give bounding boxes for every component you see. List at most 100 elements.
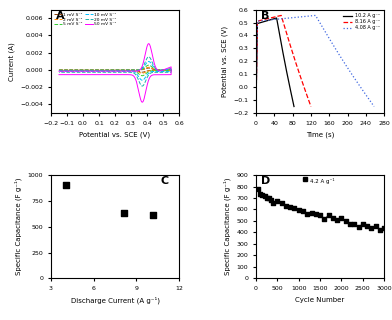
1 mV S⁻¹ (140, 70, 145, 74)
8.16 A g⁻¹ (262, 18, 267, 21)
2 mV S⁻¹ (56, 68, 61, 72)
5 mV S⁻¹ (140, 74, 145, 78)
10.2 A g⁻¹ (261, 20, 265, 24)
50 mV S⁻¹ (56, 69, 61, 73)
1 mV S⁻¹ (56, 68, 61, 72)
1 mV S⁻¹ (102, 68, 106, 72)
Point (268, 197, 274, 202)
20 mV S⁻¹ (105, 70, 110, 74)
Point (291, 205, 298, 210)
10.2 A g⁻¹ (254, 105, 258, 108)
Point (372, 223, 379, 228)
4.08 A g⁻¹ (254, 51, 259, 54)
50 mV S⁻¹ (80, 69, 84, 73)
Point (151, 213, 157, 218)
Text: C: C (161, 176, 169, 186)
Point (309, 210, 315, 215)
20 mV S⁻¹ (56, 68, 61, 72)
4.08 A g⁻¹ (254, 69, 259, 73)
1 mV S⁻¹ (146, 66, 151, 70)
Point (313, 212, 319, 217)
10.2 A g⁻¹ (290, 99, 295, 102)
Point (270, 200, 276, 205)
4.08 A g⁻¹ (288, 16, 292, 20)
Line: 2 mV S⁻¹: 2 mV S⁻¹ (59, 67, 171, 73)
50 mV S⁻¹ (146, 42, 151, 45)
2 mV S⁻¹ (140, 71, 145, 75)
Point (287, 205, 293, 210)
Line: 50 mV S⁻¹: 50 mV S⁻¹ (59, 44, 171, 102)
Text: 4.2 A g⁻¹: 4.2 A g⁻¹ (310, 178, 334, 184)
20 mV S⁻¹ (80, 68, 84, 72)
4.08 A g⁻¹ (272, 18, 276, 21)
2 mV S⁻¹ (56, 68, 61, 72)
Point (368, 225, 374, 230)
X-axis label: Time (s): Time (s) (306, 131, 334, 138)
10 mV S⁻¹ (127, 69, 131, 73)
Text: A: A (56, 11, 65, 20)
Line: 1 mV S⁻¹: 1 mV S⁻¹ (59, 68, 171, 72)
Point (255, 186, 261, 191)
Point (274, 198, 281, 204)
4.08 A g⁻¹ (313, 13, 318, 17)
Y-axis label: Current (A): Current (A) (8, 42, 15, 81)
5 mV S⁻¹ (148, 64, 152, 68)
50 mV S⁻¹ (127, 73, 131, 76)
Legend: 1 mV S⁻¹, 2 mV S⁻¹, 5 mV S⁻¹, 10 mV S⁻¹, 20 mV S⁻¹, 50 mV S⁻¹: 1 mV S⁻¹, 2 mV S⁻¹, 5 mV S⁻¹, 10 mV S⁻¹,… (53, 12, 117, 27)
50 mV S⁻¹ (56, 73, 61, 76)
Point (304, 212, 310, 217)
5 mV S⁻¹ (127, 69, 131, 73)
1 mV S⁻¹ (56, 68, 61, 72)
Text: B: B (261, 11, 270, 20)
50 mV S⁻¹ (156, 68, 160, 72)
Y-axis label: Specific Capacitance (F g⁻¹): Specific Capacitance (F g⁻¹) (223, 178, 231, 276)
10.2 A g⁻¹ (254, 52, 259, 56)
Point (360, 221, 366, 226)
Point (343, 219, 349, 224)
Point (325, 213, 332, 218)
X-axis label: Cycle Number: Cycle Number (296, 297, 345, 303)
Text: D: D (261, 176, 270, 186)
Y-axis label: Specific Capacitance (F g⁻¹): Specific Capacitance (F g⁻¹) (15, 178, 22, 276)
50 mV S⁻¹ (140, 100, 145, 104)
Point (278, 201, 285, 206)
10 mV S⁻¹ (146, 60, 151, 63)
2 mV S⁻¹ (148, 66, 152, 69)
Point (300, 209, 306, 214)
8.16 A g⁻¹ (305, 93, 309, 97)
Point (334, 218, 340, 223)
10 mV S⁻¹ (148, 60, 152, 64)
1 mV S⁻¹ (105, 68, 110, 72)
5 mV S⁻¹ (156, 68, 160, 72)
2 mV S⁻¹ (146, 65, 151, 69)
10.2 A g⁻¹ (274, 16, 279, 20)
Point (257, 191, 263, 196)
20 mV S⁻¹ (102, 70, 106, 74)
2 mV S⁻¹ (80, 68, 84, 72)
10 mV S⁻¹ (105, 69, 110, 73)
1 mV S⁻¹ (80, 68, 84, 72)
20 mV S⁻¹ (148, 56, 152, 60)
Point (347, 222, 353, 227)
10 mV S⁻¹ (80, 68, 84, 72)
10 mV S⁻¹ (140, 78, 145, 82)
10.2 A g⁻¹ (266, 19, 270, 22)
8.16 A g⁻¹ (306, 98, 311, 102)
4.08 A g⁻¹ (367, 98, 372, 102)
Line: 8.16 A g⁻¹: 8.16 A g⁻¹ (256, 15, 311, 107)
4.08 A g⁻¹ (364, 93, 368, 97)
Point (283, 204, 289, 209)
Point (377, 228, 383, 233)
Point (364, 224, 370, 229)
2 mV S⁻¹ (102, 68, 106, 72)
10 mV S⁻¹ (156, 68, 160, 72)
2 mV S⁻¹ (105, 68, 110, 72)
2 mV S⁻¹ (127, 68, 131, 72)
Y-axis label: Potential vs. SCE (V): Potential vs. SCE (V) (221, 26, 228, 97)
Point (338, 215, 345, 220)
50 mV S⁻¹ (105, 73, 110, 76)
10 mV S⁻¹ (56, 69, 61, 73)
10.2 A g⁻¹ (254, 70, 259, 74)
Point (351, 221, 358, 226)
20 mV S⁻¹ (156, 68, 160, 72)
